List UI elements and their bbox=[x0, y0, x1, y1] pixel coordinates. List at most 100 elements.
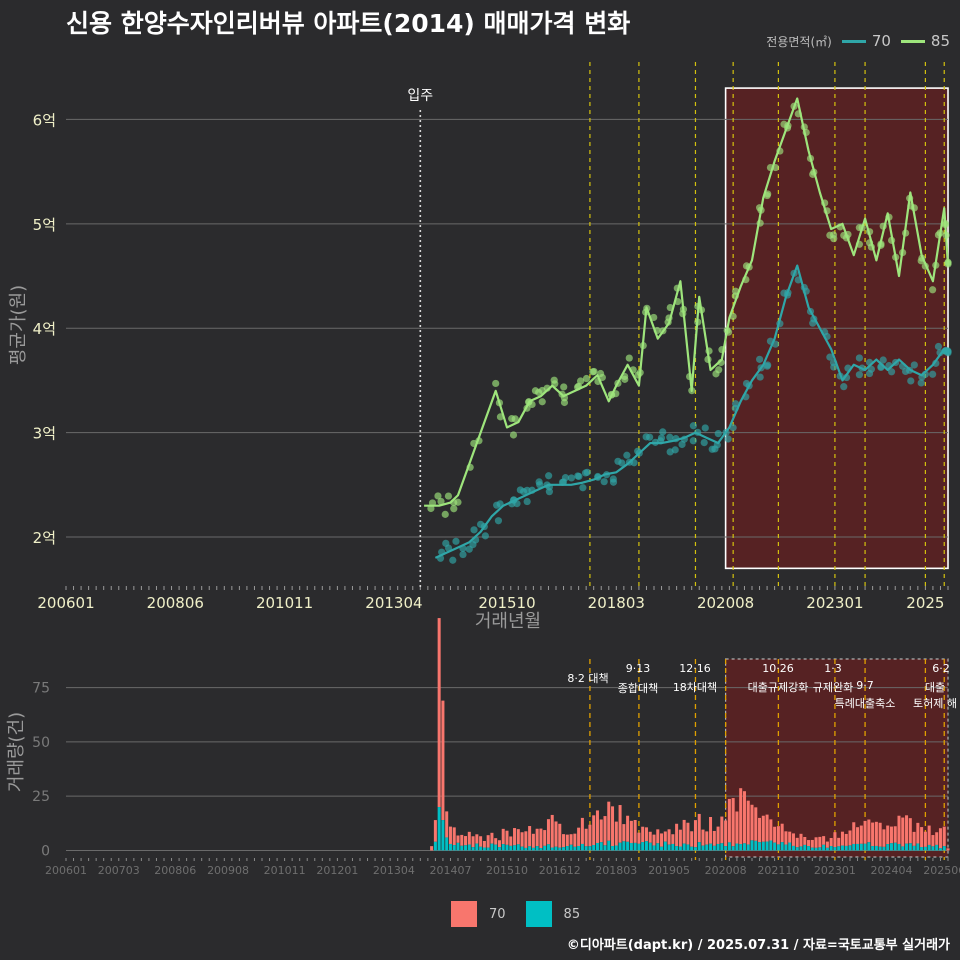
x-tick-label: 200806 bbox=[147, 594, 204, 612]
data-point bbox=[545, 472, 553, 480]
bar-85 bbox=[633, 842, 637, 851]
bar-70 bbox=[803, 836, 807, 845]
bar-70 bbox=[709, 817, 713, 844]
data-point bbox=[581, 469, 590, 477]
bar-85 bbox=[550, 847, 554, 851]
bar-70 bbox=[739, 788, 743, 845]
bar-85 bbox=[599, 842, 603, 851]
bar-85 bbox=[935, 844, 939, 851]
bar-85 bbox=[840, 845, 844, 851]
bar-70 bbox=[878, 822, 882, 847]
data-point bbox=[934, 342, 943, 351]
x-tick-label: 202301 bbox=[806, 594, 863, 612]
bar-85 bbox=[765, 841, 769, 851]
bar-70 bbox=[580, 817, 584, 844]
bar-x-tick-label: 202506 bbox=[923, 864, 960, 877]
bar-85 bbox=[942, 846, 946, 851]
bar-85 bbox=[573, 846, 577, 851]
bar-85 bbox=[705, 844, 709, 851]
bar-85 bbox=[441, 820, 445, 851]
bar-70 bbox=[603, 816, 607, 846]
bar-85 bbox=[844, 845, 848, 851]
bar-70 bbox=[946, 848, 950, 851]
data-point bbox=[509, 431, 518, 439]
bar-85 bbox=[731, 846, 735, 851]
bar-85 bbox=[750, 840, 754, 851]
bar-85 bbox=[577, 845, 581, 851]
bar-70 bbox=[761, 815, 765, 842]
bars bbox=[430, 618, 950, 851]
bar-85 bbox=[927, 844, 931, 851]
bar-70 bbox=[765, 814, 769, 842]
data-point bbox=[444, 492, 453, 500]
bar-70 bbox=[543, 830, 547, 846]
bar-70 bbox=[874, 821, 878, 846]
bar-85 bbox=[773, 842, 777, 851]
data-point bbox=[855, 371, 863, 379]
bar-85 bbox=[505, 844, 509, 851]
bar-70 bbox=[923, 831, 927, 847]
data-point bbox=[623, 451, 631, 459]
data-point bbox=[538, 398, 546, 406]
bar-85 bbox=[799, 846, 803, 851]
bar-85 bbox=[742, 843, 746, 851]
x-axis-label: 거래년월 bbox=[475, 611, 541, 632]
bar-70 bbox=[859, 825, 863, 844]
bar-85 bbox=[629, 842, 633, 851]
bar-70 bbox=[445, 811, 449, 838]
bar-85 bbox=[716, 843, 720, 851]
bar-85 bbox=[739, 844, 743, 851]
legend-title: 전용면적(㎡) bbox=[766, 34, 832, 49]
bar-70 bbox=[799, 833, 803, 847]
bar-85 bbox=[675, 846, 679, 851]
bar-85 bbox=[607, 840, 611, 851]
bar-85 bbox=[595, 842, 599, 851]
policy-label: 9·13 bbox=[626, 662, 651, 675]
bar-x-tick-label: 201612 bbox=[539, 864, 581, 877]
bar-70 bbox=[701, 829, 705, 846]
bar-70 bbox=[935, 832, 939, 845]
bar-70 bbox=[573, 833, 577, 847]
bar-85 bbox=[901, 846, 905, 851]
bar-70 bbox=[848, 830, 852, 846]
bar-70 bbox=[901, 817, 905, 847]
bar-85 bbox=[761, 841, 765, 851]
data-point bbox=[450, 505, 458, 513]
bar-85 bbox=[724, 846, 728, 851]
bar-legend-swatch-85 bbox=[525, 901, 552, 927]
legend-label-70: 70 bbox=[871, 32, 891, 50]
bar-85 bbox=[464, 845, 468, 851]
data-point bbox=[575, 472, 583, 481]
bar-70 bbox=[599, 819, 603, 843]
bar-70 bbox=[652, 834, 656, 846]
bar-85 bbox=[878, 846, 882, 851]
bar-85 bbox=[882, 846, 886, 851]
data-point bbox=[493, 501, 501, 509]
x-tick-label: 2025 bbox=[906, 594, 944, 612]
bar-x-tick-label: 201510 bbox=[486, 864, 528, 877]
bar-70 bbox=[584, 828, 588, 847]
bar-70 bbox=[516, 829, 520, 845]
bar-70 bbox=[524, 831, 528, 848]
data-point bbox=[531, 387, 540, 395]
bar-70 bbox=[735, 811, 739, 844]
bar-85 bbox=[727, 842, 731, 851]
bar-85 bbox=[931, 846, 935, 851]
data-point bbox=[929, 286, 937, 294]
bar-85 bbox=[912, 845, 916, 851]
bar-70 bbox=[795, 837, 799, 848]
bar-70 bbox=[678, 829, 682, 847]
bar-85 bbox=[867, 842, 871, 851]
bar-70 bbox=[852, 822, 856, 844]
bar-x-tick-label: 202301 bbox=[814, 864, 856, 877]
bar-85 bbox=[626, 841, 630, 851]
bar-85 bbox=[905, 843, 909, 851]
bar-70 bbox=[837, 837, 841, 847]
series-line-85 bbox=[424, 97, 950, 507]
bar-70 bbox=[565, 834, 569, 847]
bar-70 bbox=[569, 834, 573, 845]
bar-70 bbox=[784, 831, 788, 845]
bar-85 bbox=[735, 843, 739, 851]
bar-85 bbox=[709, 843, 713, 851]
bar-70 bbox=[776, 826, 780, 845]
